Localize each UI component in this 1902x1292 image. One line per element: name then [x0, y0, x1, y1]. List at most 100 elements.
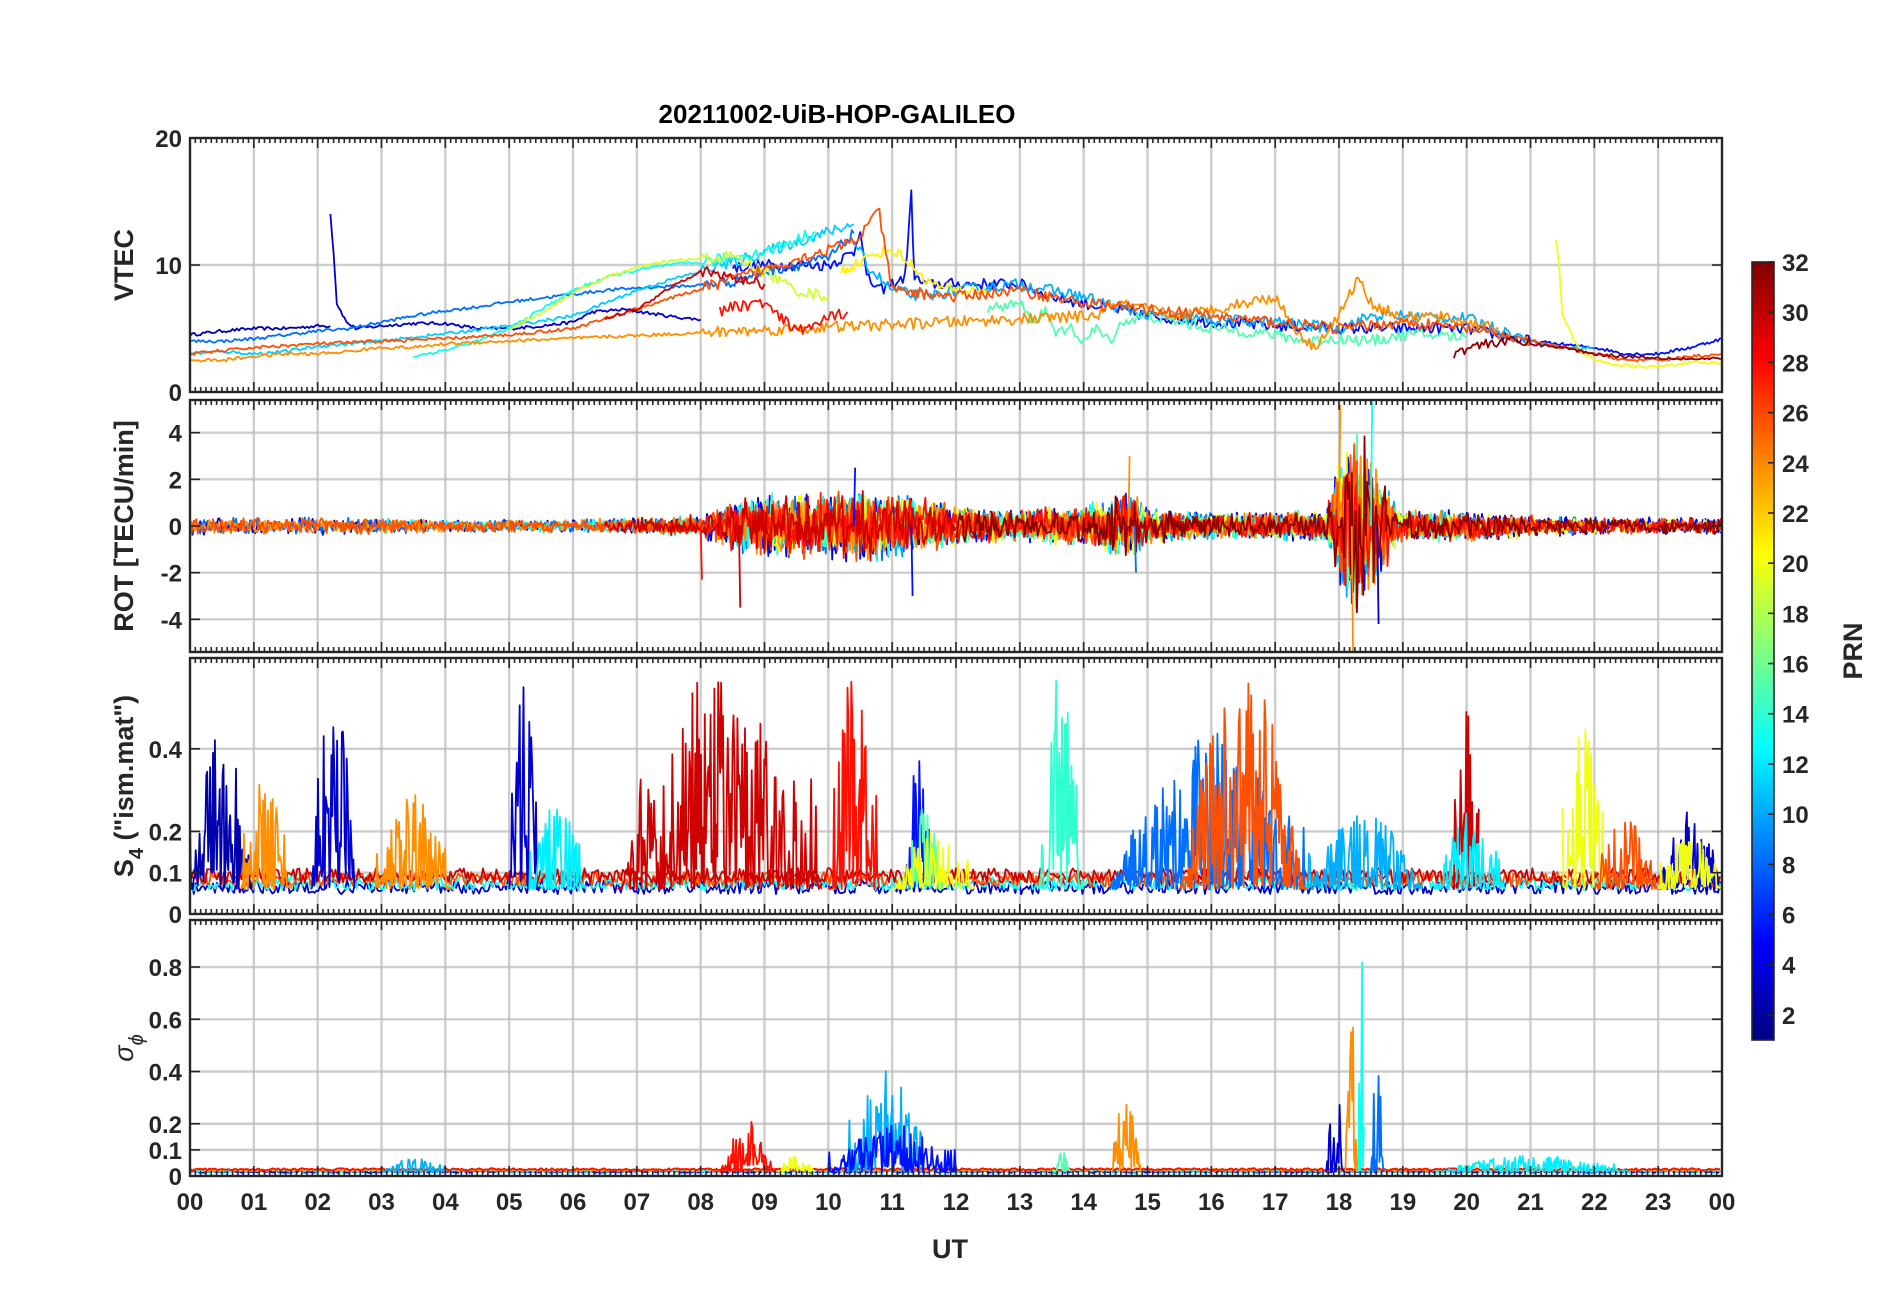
burst-prn-28-8 — [827, 680, 880, 890]
x-tick-label: 01 — [240, 1189, 267, 1216]
colorbar-tick-label: 14 — [1782, 702, 1809, 729]
vtec-trace-prn-15 — [987, 299, 1467, 347]
x-tick-label: 00 — [177, 1189, 204, 1216]
x-tick-label: 20 — [1453, 1189, 1480, 1216]
panel-2: -4 -2 0 2 4 ROT [TECU/min] — [109, 398, 1724, 654]
y-axis-label: S4 ("ism.mat") — [109, 695, 148, 877]
colorbar-tick-label: 6 — [1782, 903, 1795, 930]
burst-prn-20-21 — [1657, 841, 1722, 891]
burst-prn-5-4 — [827, 1124, 957, 1173]
colorbar-label: PRN — [1838, 622, 1868, 679]
y-tick-label: 0 — [169, 514, 182, 541]
y-axis-label: ROT [TECU/min] — [109, 420, 139, 631]
burst-prn-10-12 — [381, 1158, 446, 1173]
rot-spike-2 — [699, 525, 703, 580]
rot-spike-4 — [910, 525, 914, 597]
y-ticks: 0 0.1 0.2 0.4 — [149, 737, 1722, 929]
colorbar-tick-label: 26 — [1782, 401, 1809, 428]
y-tick-label: 0.2 — [149, 819, 182, 846]
colorbar-tick-label: 22 — [1782, 501, 1809, 528]
burst-prn-26-14 — [1178, 682, 1308, 891]
burst-prn-12-11 — [1434, 1155, 1633, 1173]
burst-prn-28-1 — [719, 1121, 777, 1173]
burst-prn-14-12 — [1038, 679, 1084, 891]
burst-prn-20-11 — [892, 831, 976, 891]
colorbar-tick-label: 12 — [1782, 752, 1809, 779]
vtec-trace-prn-13 — [413, 229, 816, 359]
burst-prn-26-19 — [1593, 821, 1659, 891]
panel-4: 00.10.2 0.4 0.6 0.8 σϕ — [109, 918, 1724, 1191]
vtec-trace-prn-30 — [604, 266, 766, 321]
burst-prn-24-5 — [374, 794, 452, 891]
burst-prn-13-9 — [1357, 961, 1365, 1173]
burst-prn-8-10 — [1370, 1075, 1385, 1173]
rot-trace-prn-30 — [604, 490, 957, 562]
x-tick-label: 15 — [1134, 1189, 1161, 1216]
grid — [190, 138, 1722, 392]
y-tick-label: 0.1 — [149, 861, 182, 888]
x-tick-label: 06 — [560, 1189, 587, 1216]
y-tick-label: 10 — [155, 253, 182, 280]
x-tick-label: 07 — [623, 1189, 650, 1216]
vtec-trace-prn-24 — [190, 276, 1499, 363]
x-tick-label: 09 — [751, 1189, 778, 1216]
chart-title: 20211002-UiB-HOP-GALILEO — [659, 99, 1016, 129]
burst-prn-20-2 — [776, 1155, 815, 1173]
burst-prn-3-3 — [508, 686, 542, 891]
x-tick-label: 18 — [1326, 1189, 1353, 1216]
x-tick-label: 14 — [1070, 1189, 1097, 1216]
y-tick-label: 4 — [169, 421, 183, 448]
y-tick-label: 0.4 — [149, 737, 183, 764]
burst-prn-30-16 — [1453, 711, 1480, 890]
x-tick-label: 04 — [432, 1189, 459, 1216]
rot-spike-3 — [852, 467, 857, 527]
vtec-trace-prn-32 — [1453, 335, 1722, 361]
colorbar-tick-label: 2 — [1782, 1003, 1795, 1030]
traces — [190, 679, 1722, 896]
x-axis-label: UT — [932, 1234, 968, 1264]
burst-prn-3-2 — [310, 726, 356, 890]
rot-spike-6 — [1133, 525, 1137, 573]
rot-spike-9 — [1370, 400, 1374, 527]
y-axis-label: VTEC — [109, 229, 139, 301]
colorbar-tick-label: 4 — [1782, 953, 1796, 980]
y-tick-label: 0.8 — [149, 955, 182, 982]
rot-trace-prn-28 — [668, 473, 1722, 592]
y-ticks: 00.10.2 0.4 0.6 0.8 — [149, 955, 1722, 1191]
colorbar-gradient — [1751, 261, 1775, 1041]
x-tick-label: 10 — [815, 1189, 842, 1216]
burst-prn-24-4 — [240, 783, 293, 891]
colorbar-tick-label: 8 — [1782, 852, 1795, 879]
x-ticks — [189, 138, 1723, 392]
colorbar-tick-label: 32 — [1782, 250, 1809, 277]
x-tick-label: 08 — [687, 1189, 714, 1216]
burst-prn-24-8 — [1344, 1026, 1359, 1173]
colorbar-tick-label: 24 — [1782, 451, 1809, 478]
y-tick-label: -4 — [161, 607, 183, 634]
y-axis-label: σϕ — [109, 1034, 148, 1061]
x-axis: 00 01 02 03 04 05 06 07 08 09 10 11 12 13 14 15 16 17 18 19… — [177, 1189, 1736, 1216]
rot-spike-8 — [1350, 525, 1354, 652]
y-tick-label: 0.6 — [149, 1007, 182, 1034]
burst-prn-20-18 — [1561, 728, 1608, 891]
y-tick-label: 20 — [155, 126, 182, 153]
x-tick-label: 23 — [1645, 1189, 1672, 1216]
vtec-trace-prn-3 — [329, 213, 702, 331]
x-tick-label: 12 — [943, 1189, 970, 1216]
panel-3: 0 0.1 0.2 0.4S4 ("ism.mat") — [109, 656, 1724, 929]
traces — [190, 189, 1722, 369]
burst-prn-12-6 — [528, 808, 587, 891]
vtec-trace-prn-28 — [718, 298, 849, 335]
rot-spike-7 — [1338, 404, 1342, 527]
x-tick-label: 17 — [1262, 1189, 1289, 1216]
burst-prn-15-5 — [1050, 1152, 1071, 1173]
rot-spike-5 — [1127, 455, 1131, 527]
vtec-trace-prn-26 — [190, 207, 1722, 363]
rot-spike-10 — [1376, 525, 1380, 625]
y-ticks: -4 -2 0 2 4 — [161, 421, 1722, 634]
y-tick-label: 0.1 — [149, 1138, 182, 1165]
x-tick-label: 11 — [879, 1189, 904, 1216]
burst-prn-3-7 — [1325, 1104, 1346, 1173]
x-ticks — [189, 400, 1723, 652]
